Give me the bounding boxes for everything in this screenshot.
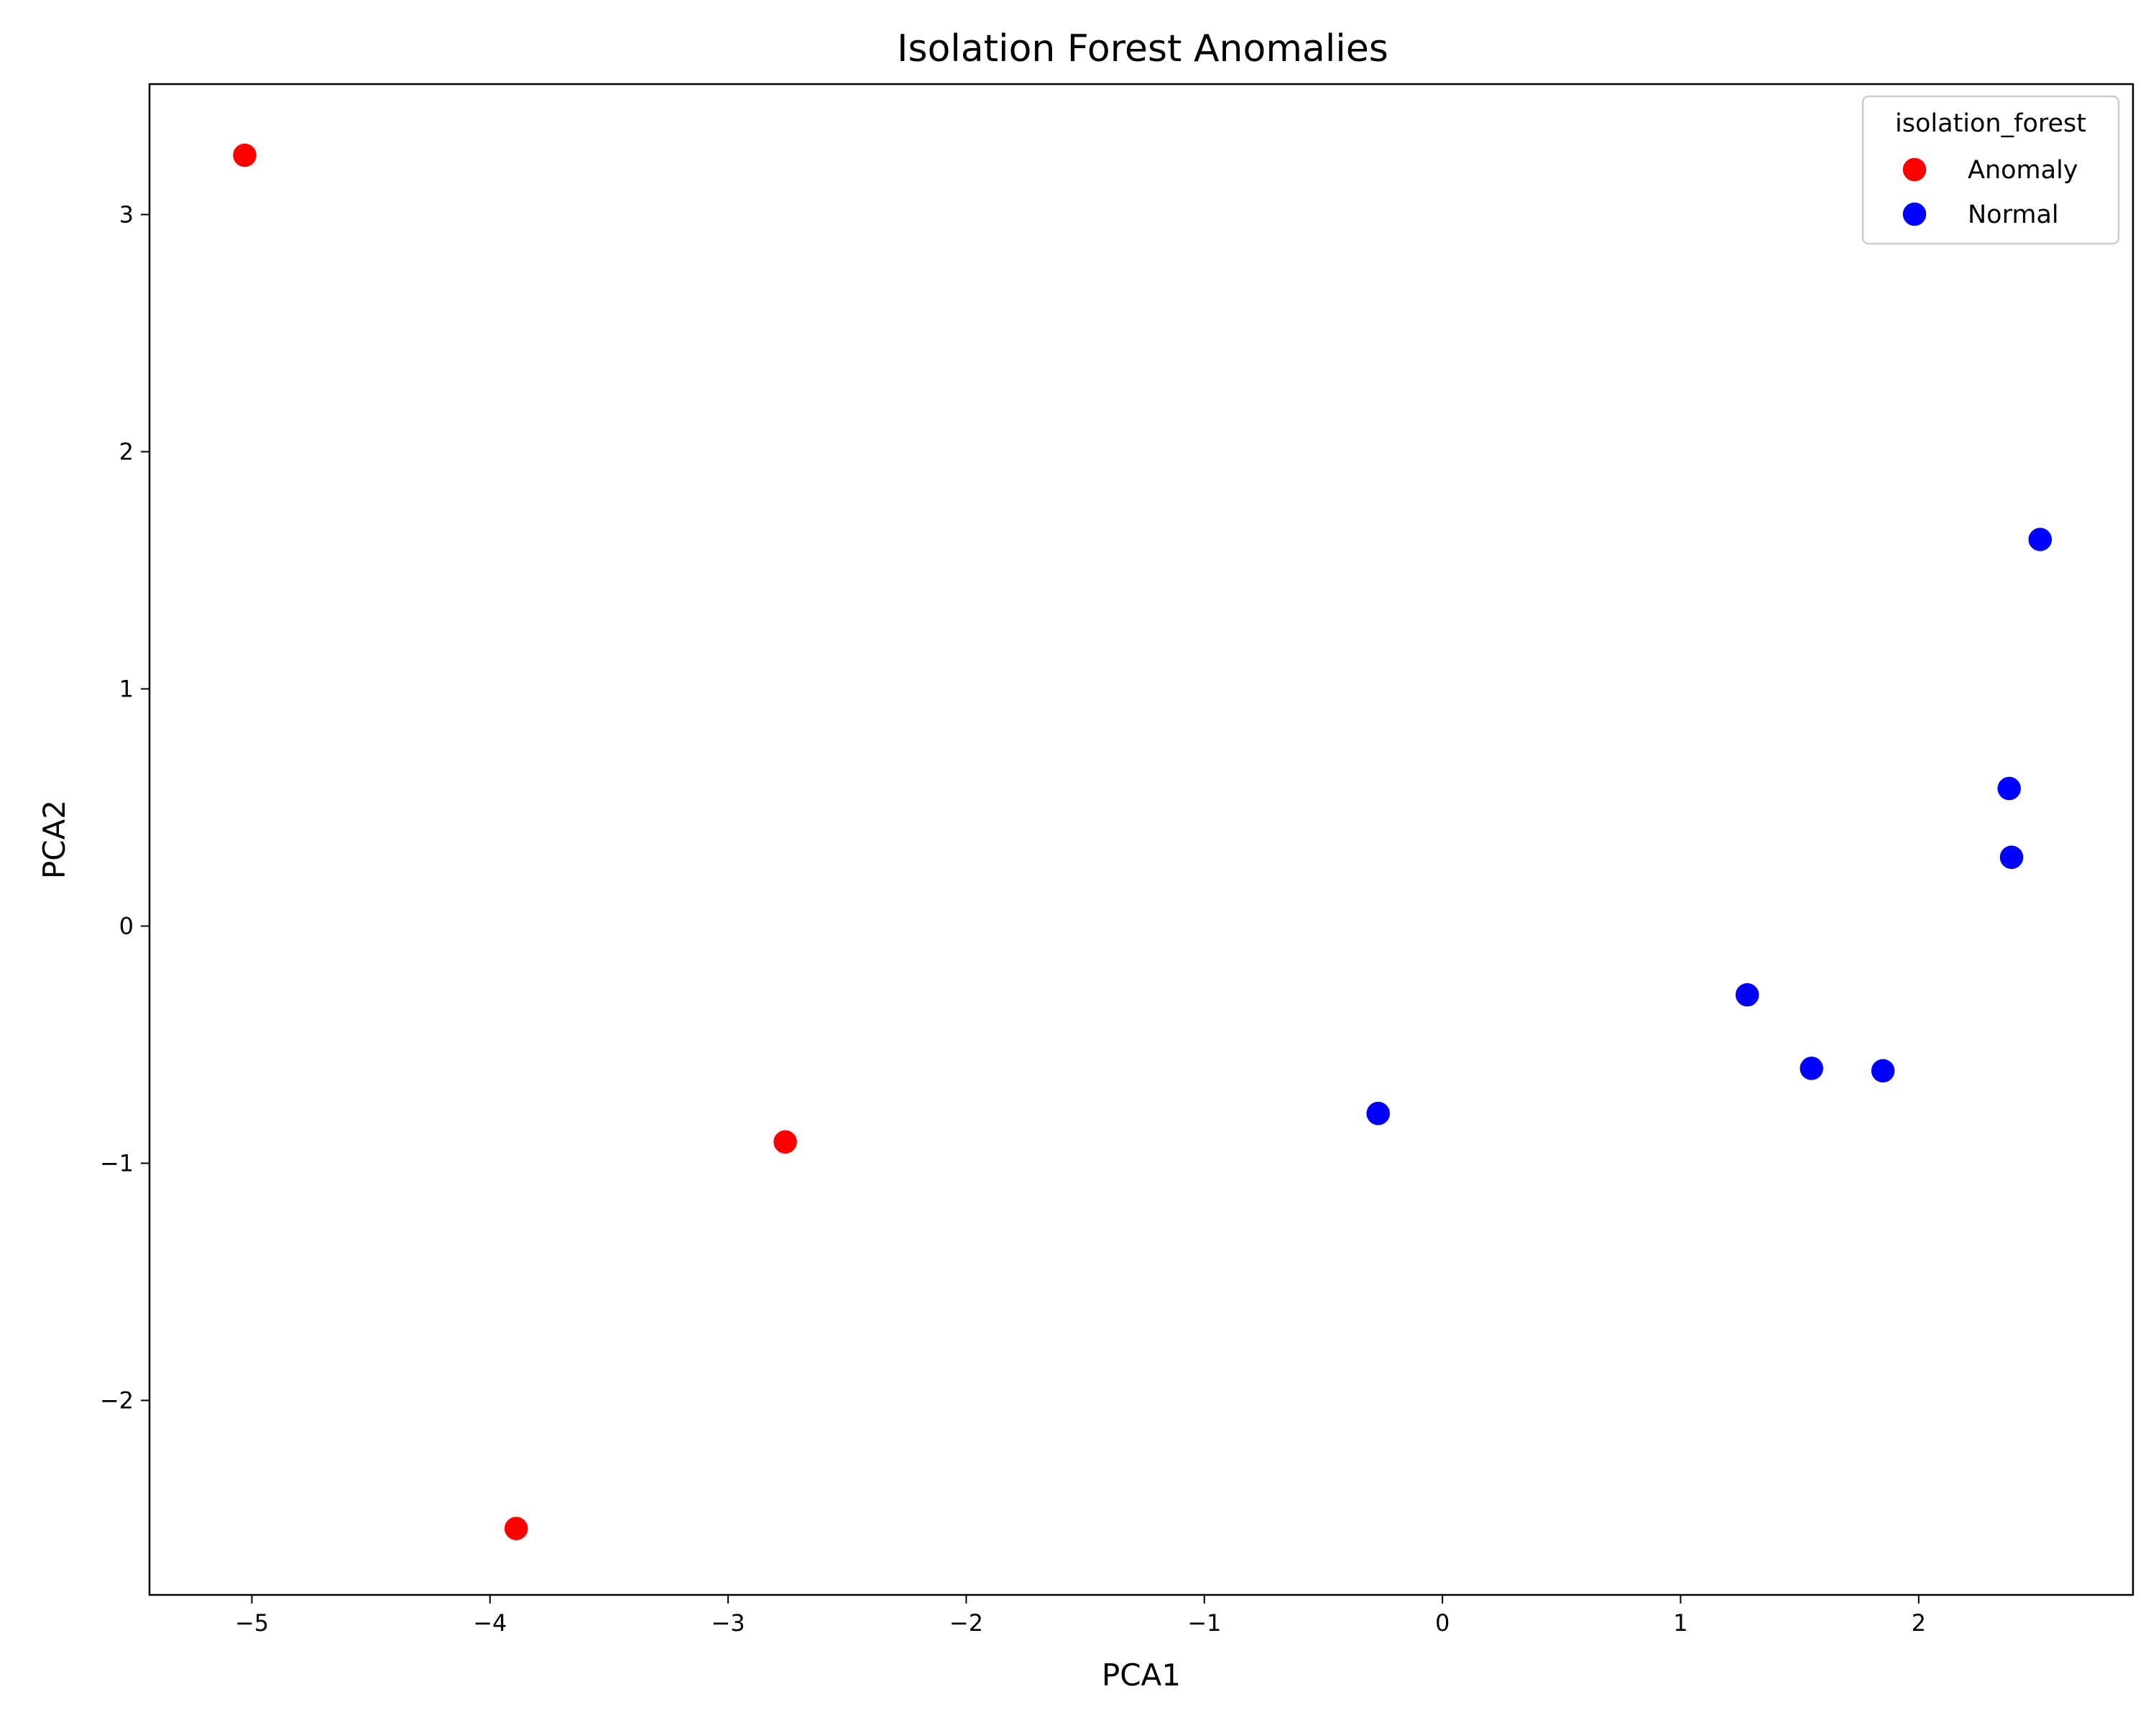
y-tick-label: −2 xyxy=(100,1386,134,1414)
x-tick-label: −4 xyxy=(473,1609,507,1637)
y-tick-label: −1 xyxy=(100,1149,134,1177)
x-tick-label: −5 xyxy=(235,1609,269,1637)
x-tick-label: −3 xyxy=(711,1609,745,1637)
point-normal xyxy=(1999,844,2024,870)
point-normal xyxy=(1870,1057,1896,1084)
y-axis-label: PCA2 xyxy=(37,800,72,879)
x-tick-label: −2 xyxy=(949,1609,983,1637)
point-normal xyxy=(2027,526,2053,553)
x-axis: −5 −4 −3 −2 −1 0 1 2 xyxy=(235,1595,1926,1637)
plot-area-frame xyxy=(148,83,2134,1596)
y-tick-label: 3 xyxy=(119,201,134,228)
x-tick-label: 2 xyxy=(1912,1609,1926,1637)
legend-label-anomaly: Anomaly xyxy=(1968,156,2078,185)
legend-label-normal: Normal xyxy=(1968,201,2059,229)
legend-title: isolation_forest xyxy=(1895,109,2086,138)
y-tick-label: 1 xyxy=(119,675,134,702)
x-tick-label: 0 xyxy=(1435,1609,1450,1637)
legend: isolation_forest Anomaly Normal xyxy=(1861,95,2120,245)
x-axis-label: PCA1 xyxy=(1102,1657,1181,1693)
point-anomaly xyxy=(231,142,258,168)
point-normal xyxy=(1798,1055,1825,1082)
data-points xyxy=(231,142,2053,1542)
legend-items: Anomaly Normal xyxy=(1902,156,2078,229)
chart-title: Isolation Forest Anomalies xyxy=(897,27,1388,70)
y-axis: −2 −1 0 1 2 3 xyxy=(100,201,149,1414)
x-tick-label: −1 xyxy=(1187,1609,1221,1637)
point-normal xyxy=(1734,982,1760,1008)
x-tick-label: 1 xyxy=(1673,1609,1687,1637)
legend-box xyxy=(1861,95,2120,245)
legend-marker-anomaly xyxy=(1902,157,1927,183)
y-tick-label: 2 xyxy=(119,438,134,465)
y-tick-label: 0 xyxy=(119,912,134,939)
point-anomaly xyxy=(503,1515,530,1542)
point-normal xyxy=(1365,1100,1391,1126)
point-normal xyxy=(1996,776,2022,801)
legend-marker-normal xyxy=(1902,201,1927,227)
point-anomaly xyxy=(772,1128,798,1155)
